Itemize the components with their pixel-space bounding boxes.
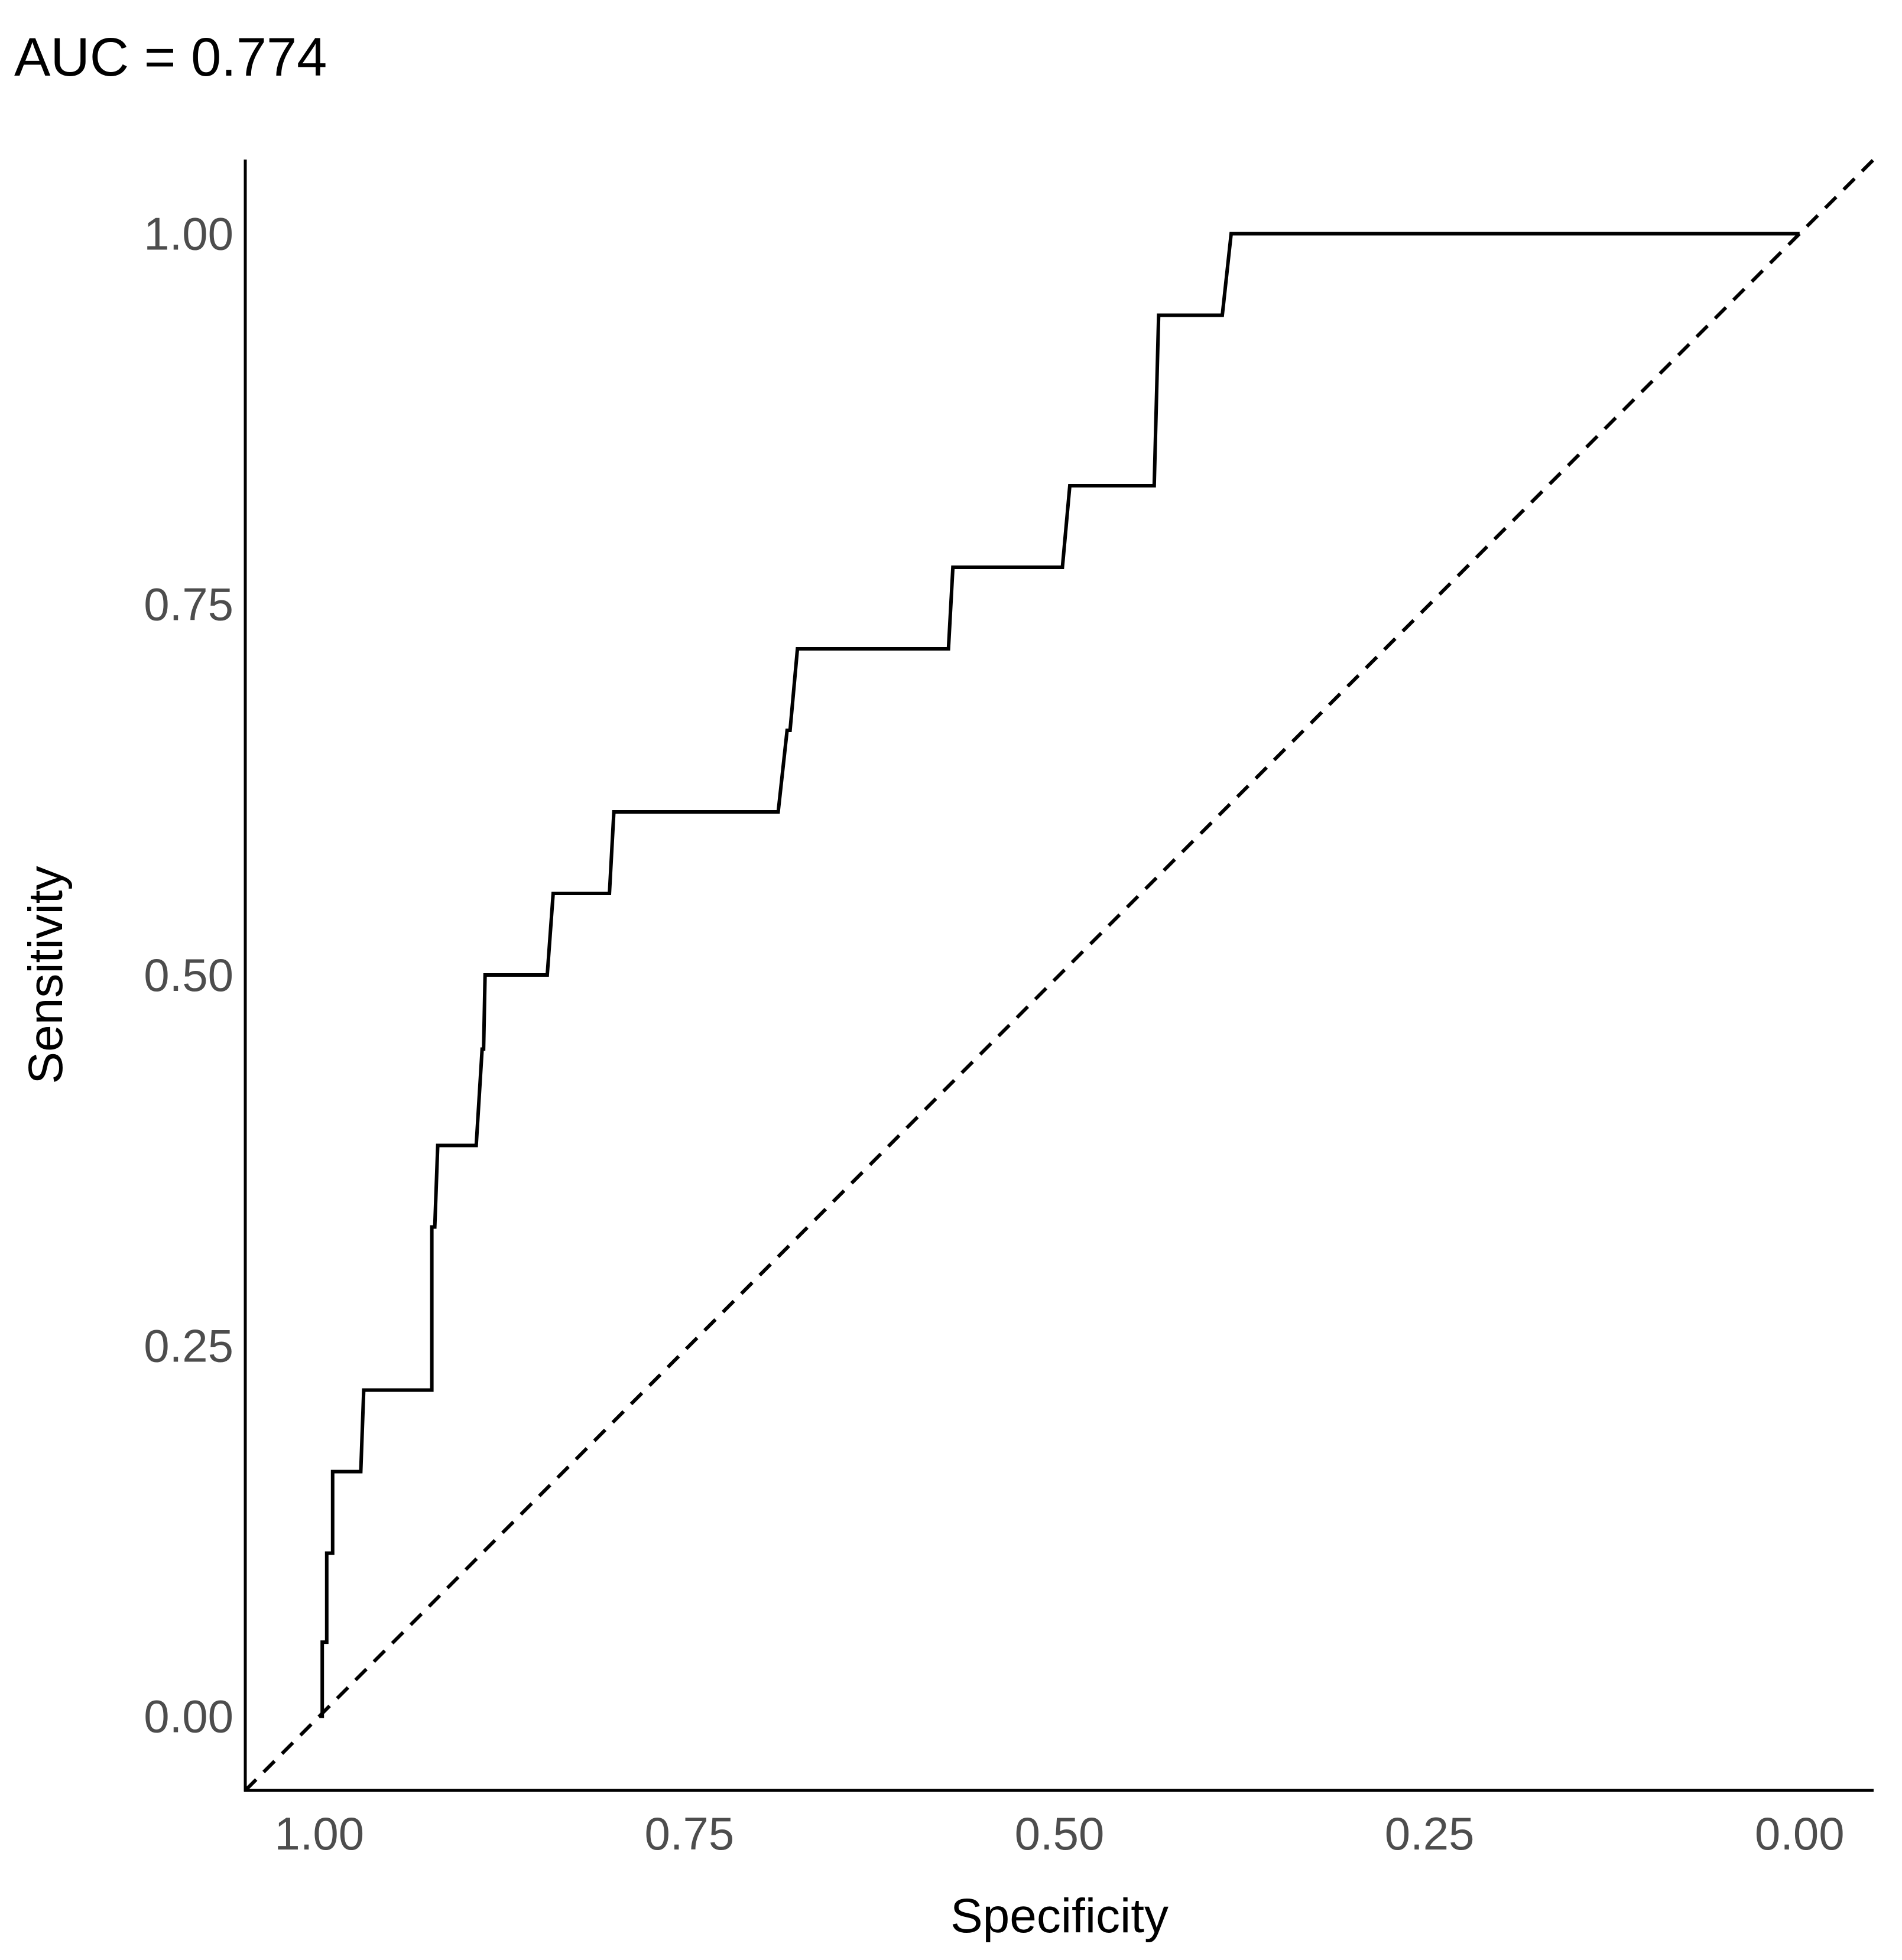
y-tick-label: 0.25 — [144, 1319, 233, 1371]
y-tick-label: 0.50 — [144, 949, 233, 1001]
chart-title: AUC = 0.774 — [14, 27, 327, 87]
x-tick-label: 0.50 — [1015, 1808, 1105, 1860]
y-axis-ticks: 0.00 0.25 0.50 0.75 1.00 — [144, 207, 233, 1742]
y-axis-title: Sensitivity — [19, 866, 73, 1084]
x-tick-label: 1.00 — [274, 1808, 364, 1860]
x-tick-label: 0.25 — [1385, 1808, 1475, 1860]
y-tick-label: 0.00 — [144, 1691, 233, 1743]
x-axis-ticks: 1.00 0.75 0.50 0.25 0.00 — [274, 1808, 1844, 1860]
roc-curve-line — [319, 232, 1800, 1718]
x-tick-label: 0.75 — [644, 1808, 734, 1860]
y-tick-label: 1.00 — [144, 207, 233, 259]
x-tick-label: 0.00 — [1755, 1808, 1845, 1860]
reference-diagonal-line — [244, 158, 1875, 1792]
y-tick-label: 0.75 — [144, 578, 233, 630]
plot-area — [244, 158, 1875, 1792]
x-axis-title: Specificity — [950, 1889, 1169, 1943]
